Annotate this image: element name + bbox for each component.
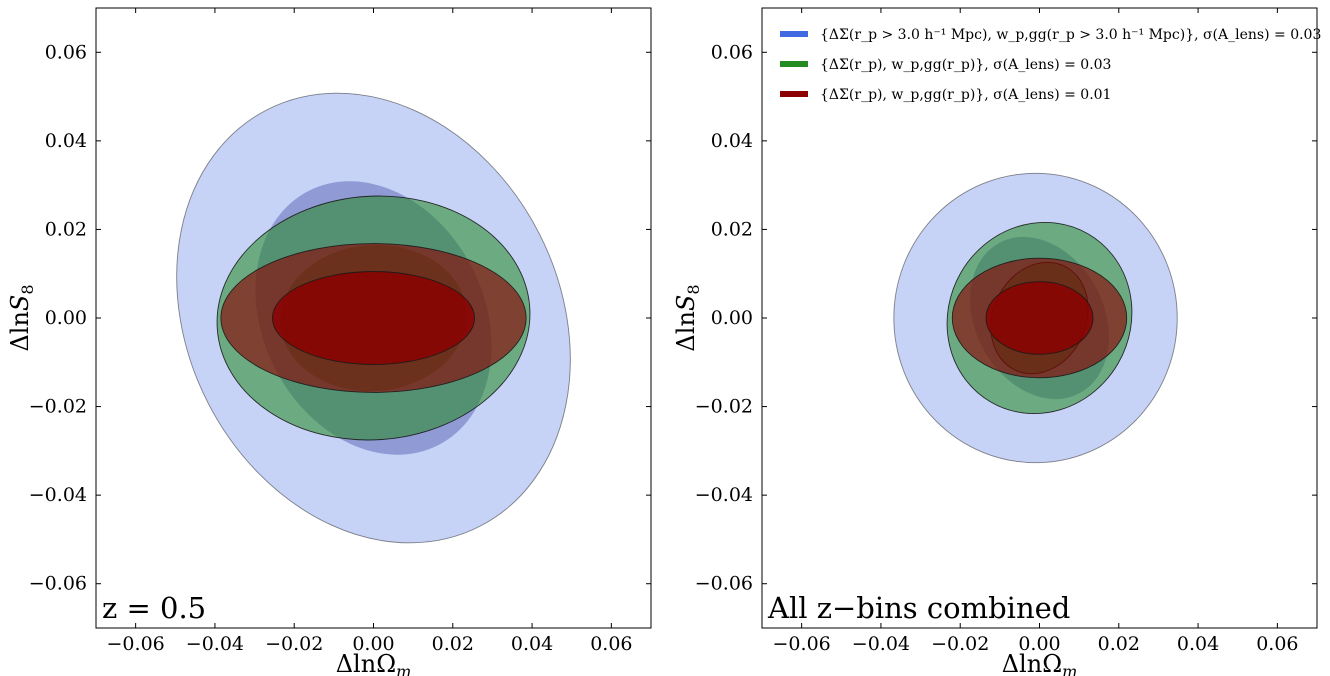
x-tick-label: 0.04: [1177, 633, 1219, 655]
y-tick-label: −0.02: [29, 396, 87, 418]
x-tick-label: 0.02: [432, 633, 474, 655]
x-tick-label: 0.06: [1256, 633, 1298, 655]
contour-ellipse-series2-inner: [985, 281, 1094, 355]
panel-annotation: All z−bins combined: [767, 591, 1070, 625]
x-tick-label: 0.02: [1098, 633, 1140, 655]
plot-area: [893, 172, 1178, 464]
y-tick-label: −0.04: [695, 484, 753, 506]
y-tick-label: 0.04: [711, 130, 753, 152]
y-tick-label: −0.06: [695, 573, 753, 595]
y-tick-label: 0.00: [711, 307, 753, 329]
y-tick-label: 0.02: [45, 218, 87, 240]
x-tick-label: −0.02: [931, 633, 989, 655]
x-axis-label: ΔlnΩm: [336, 650, 412, 676]
x-tick-label: −0.06: [107, 633, 165, 655]
y-tick-label: −0.06: [29, 573, 87, 595]
x-tick-label: 0.00: [1018, 633, 1060, 655]
legend-entry-series2: {ΔΣ(r_p), w_p,gg(r_p)}, σ(A_lens) = 0.01: [820, 87, 1111, 103]
y-axis-label: ΔlnS8: [672, 284, 703, 351]
x-tick-label: 0.06: [590, 633, 632, 655]
x-axis-label: ΔlnΩm: [1002, 650, 1078, 676]
legend-entry-series1: {ΔΣ(r_p), w_p,gg(r_p)}, σ(A_lens) = 0.03: [820, 57, 1111, 73]
y-tick-label: 0.02: [711, 218, 753, 240]
y-tick-label: 0.04: [45, 130, 87, 152]
x-tick-label: 0.00: [352, 633, 394, 655]
panel-annotation: z = 0.5: [102, 591, 206, 625]
plot-area: [176, 92, 571, 544]
x-tick-label: −0.04: [852, 633, 910, 655]
x-tick-label: −0.02: [265, 633, 323, 655]
panel-right: −0.06 −0.04 −0.02 0.00 0.02 0.04 0.06 −0.06 −0.0…: [672, 7, 1321, 676]
y-tick-label: 0.00: [45, 307, 87, 329]
y-tick-label: −0.02: [695, 396, 753, 418]
panel-left: −0.06 −0.04 −0.02 0.00 0.02 0.04 0.06 −0.06 −0.0…: [6, 7, 652, 676]
contour-ellipse-series2-inner: [271, 271, 476, 365]
x-tick-label: −0.06: [773, 633, 831, 655]
legend: {ΔΣ(r_p > 3.0 h⁻¹ Mpc), w_p,gg(r_p > 3.0…: [780, 27, 1321, 103]
y-axis-label: ΔlnS8: [6, 284, 37, 351]
y-tick-label: 0.06: [45, 41, 87, 63]
x-tick-label: 0.04: [511, 633, 553, 655]
y-tick-label: 0.06: [711, 41, 753, 63]
legend-entry-series0: {ΔΣ(r_p > 3.0 h⁻¹ Mpc), w_p,gg(r_p > 3.0…: [820, 27, 1321, 43]
y-tick-label: −0.04: [29, 484, 87, 506]
x-tick-label: −0.04: [186, 633, 244, 655]
